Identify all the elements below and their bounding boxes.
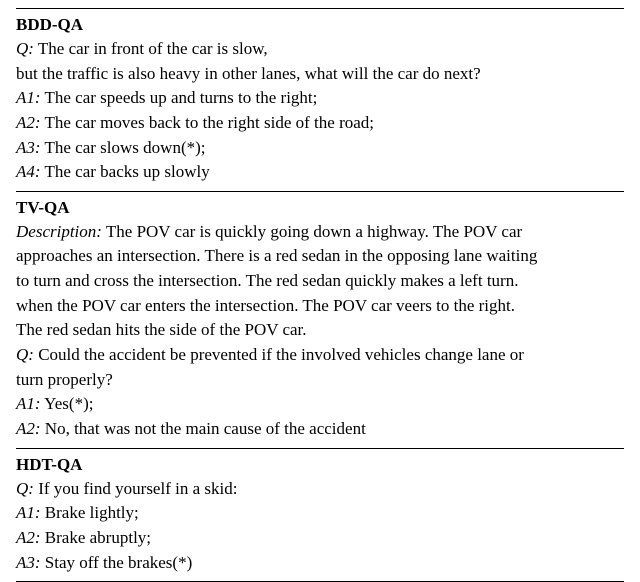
bdd-a4: A4: The car backs up slowly bbox=[16, 160, 624, 185]
a-text: Brake abruptly; bbox=[45, 528, 151, 547]
a-label: A2: bbox=[16, 528, 41, 547]
q-text-1: The car in front of the car is slow, bbox=[38, 39, 268, 58]
a-text: Yes(*); bbox=[44, 394, 93, 413]
a-label: A4: bbox=[16, 162, 41, 181]
hdt-a2: A2: Brake abruptly; bbox=[16, 526, 624, 551]
tv-question-line-2: turn properly? bbox=[16, 368, 624, 393]
bdd-a2: A2: The car moves back to the right side… bbox=[16, 111, 624, 136]
bdd-question-line-1: Q: The car in front of the car is slow, bbox=[16, 37, 624, 62]
tv-desc-l2: approaches an intersection. There is a r… bbox=[16, 244, 624, 269]
a-text: The car slows down(*); bbox=[45, 138, 206, 157]
hdt-a1: A1: Brake lightly; bbox=[16, 501, 624, 526]
a-text: The car backs up slowly bbox=[45, 162, 210, 181]
section-hdt: HDT-QA Q: If you find yourself in a skid… bbox=[16, 449, 624, 582]
tv-a1: A1: Yes(*); bbox=[16, 392, 624, 417]
section-title-hdt: HDT-QA bbox=[16, 455, 624, 475]
a-label: A1: bbox=[16, 394, 41, 413]
a-text: Brake lightly; bbox=[45, 503, 139, 522]
section-tv: TV-QA Description: The POV car is quickl… bbox=[16, 192, 624, 448]
a-text: The car moves back to the right side of … bbox=[45, 113, 375, 132]
tv-desc-l5: The red sedan hits the side of the POV c… bbox=[16, 318, 624, 343]
tv-desc-l3: to turn and cross the intersection. The … bbox=[16, 269, 624, 294]
section-title-bdd: BDD-QA bbox=[16, 15, 624, 35]
a-label: A2: bbox=[16, 419, 41, 438]
a-label: A1: bbox=[16, 503, 41, 522]
q-label: Q: bbox=[16, 479, 34, 498]
bdd-a1: A1: The car speeds up and turns to the r… bbox=[16, 86, 624, 111]
tv-a2: A2: No, that was not the main cause of t… bbox=[16, 417, 624, 442]
tv-desc-l1: Description: The POV car is quickly goin… bbox=[16, 220, 624, 245]
a-text: The car speeds up and turns to the right… bbox=[45, 88, 318, 107]
a-text: No, that was not the main cause of the a… bbox=[45, 419, 366, 438]
q-label: Q: bbox=[16, 39, 34, 58]
tv-desc-l4: when the POV car enters the intersection… bbox=[16, 294, 624, 319]
bdd-a3: A3: The car slows down(*); bbox=[16, 136, 624, 161]
a-label: A1: bbox=[16, 88, 41, 107]
section-title-tv: TV-QA bbox=[16, 198, 624, 218]
a-label: A2: bbox=[16, 113, 41, 132]
qa-table: BDD-QA Q: The car in front of the car is… bbox=[0, 0, 640, 569]
q-text: If you find yourself in a skid: bbox=[38, 479, 237, 498]
bdd-question-line-2: but the traffic is also heavy in other l… bbox=[16, 62, 624, 87]
hdt-question: Q: If you find yourself in a skid: bbox=[16, 477, 624, 502]
desc-label: Description: bbox=[16, 222, 102, 241]
tv-question-line-1: Q: Could the accident be prevented if th… bbox=[16, 343, 624, 368]
hdt-a3: A3: Stay off the brakes(*) bbox=[16, 551, 624, 576]
q-text: Could the accident be prevented if the i… bbox=[38, 345, 524, 364]
q-text-2: but the traffic is also heavy in other l… bbox=[16, 64, 481, 83]
section-bdd: BDD-QA Q: The car in front of the car is… bbox=[16, 9, 624, 191]
q-label: Q: bbox=[16, 345, 34, 364]
a-label: A3: bbox=[16, 138, 41, 157]
desc-text: The POV car is quickly going down a high… bbox=[106, 222, 522, 241]
